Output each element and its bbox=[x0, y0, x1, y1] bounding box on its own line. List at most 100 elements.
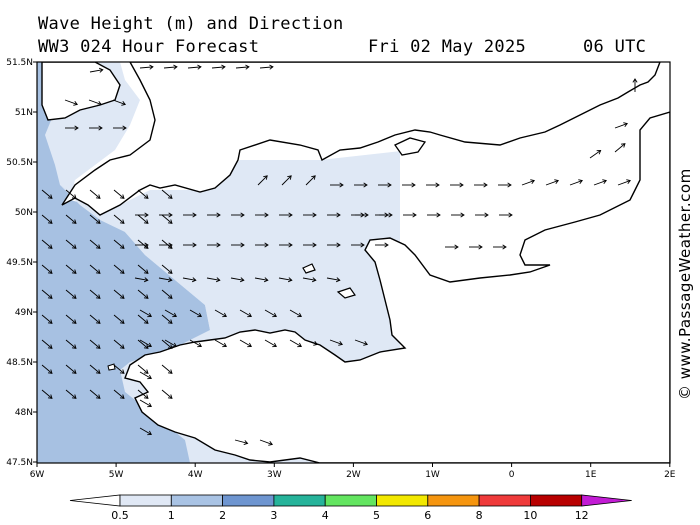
legend-label: 4 bbox=[322, 509, 329, 522]
legend-swatch bbox=[478, 494, 531, 507]
wave-arrow bbox=[451, 212, 465, 218]
legend-swatch bbox=[119, 494, 172, 507]
wave-arrow bbox=[207, 212, 221, 218]
wave-arrow bbox=[135, 212, 149, 218]
wave-arrow bbox=[41, 289, 53, 299]
wave-arrow bbox=[469, 244, 483, 250]
lat-label: 47.5N bbox=[6, 458, 33, 468]
wave-arrow bbox=[89, 364, 101, 374]
wave-arrow bbox=[164, 339, 177, 348]
wave-arrow bbox=[206, 277, 221, 283]
wave-arrow bbox=[89, 264, 101, 274]
wave-arrow bbox=[89, 314, 101, 324]
legend-swatch bbox=[222, 494, 275, 507]
wave-arrow bbox=[427, 212, 441, 218]
wave-arrow bbox=[139, 399, 152, 408]
wave-arrow bbox=[113, 289, 125, 299]
wave-arrow bbox=[89, 189, 101, 199]
wave-arrow bbox=[182, 277, 197, 283]
wave-arrow bbox=[189, 339, 202, 348]
forecast-model: WW3 024 Hour Forecast bbox=[38, 37, 260, 57]
wave-arrow bbox=[257, 175, 268, 186]
wave-arrow bbox=[89, 214, 101, 224]
wave-arrow bbox=[89, 389, 101, 399]
wave-arrow bbox=[593, 179, 608, 186]
wave-arrow bbox=[65, 389, 77, 399]
wave-arrow bbox=[189, 309, 202, 318]
lon-label: 5W bbox=[109, 470, 124, 480]
wave-arrow bbox=[161, 264, 173, 274]
wave-arrow bbox=[614, 122, 629, 129]
lat-label: 49.5N bbox=[6, 258, 33, 268]
wave-arrow bbox=[41, 364, 53, 374]
lat-label: 49N bbox=[15, 308, 33, 318]
lat-label: 48N bbox=[15, 408, 33, 418]
lat-label: 50.5N bbox=[6, 158, 33, 168]
wave-arrow bbox=[214, 339, 227, 348]
lon-label: 2E bbox=[664, 470, 676, 480]
wave-arrow bbox=[183, 242, 197, 248]
wave-zone-1m bbox=[37, 62, 210, 463]
wave-arrow bbox=[137, 339, 149, 349]
wave-arrow bbox=[113, 364, 125, 374]
wave-arrow bbox=[255, 242, 269, 248]
lat-label: 51N bbox=[15, 108, 33, 118]
wave-arrow bbox=[264, 309, 277, 318]
wave-arrow bbox=[279, 242, 293, 248]
wave-arrow bbox=[89, 289, 101, 299]
wave-arrow bbox=[254, 277, 269, 283]
wave-arrow bbox=[589, 150, 602, 159]
wave-arrow bbox=[41, 214, 53, 224]
wave-arrow bbox=[475, 212, 489, 218]
wave-arrow bbox=[545, 179, 560, 186]
wave-arrow bbox=[139, 339, 152, 348]
wave-arrow bbox=[137, 289, 149, 299]
wave-arrow bbox=[163, 64, 178, 70]
wave-arrow bbox=[211, 64, 226, 70]
lon-label: 1E bbox=[585, 470, 597, 480]
wave-arrow bbox=[139, 371, 152, 380]
wave-arrow bbox=[330, 182, 344, 188]
wave-arrow bbox=[159, 212, 173, 218]
wave-arrow bbox=[281, 175, 292, 186]
wave-arrow bbox=[234, 439, 249, 445]
wave-arrow bbox=[231, 212, 245, 218]
wave-arrow bbox=[89, 339, 101, 349]
lat-label: 50N bbox=[15, 208, 33, 218]
wave-arrow bbox=[569, 179, 584, 186]
wave-arrow bbox=[305, 175, 316, 186]
wave-arrow bbox=[303, 212, 317, 218]
wave-arrow bbox=[327, 242, 341, 248]
wave-arrow bbox=[402, 182, 416, 188]
wave-direction-arrows bbox=[41, 64, 638, 446]
wave-arrow bbox=[89, 239, 101, 249]
wave-arrow bbox=[137, 189, 149, 199]
wave-arrow bbox=[139, 427, 152, 436]
wave-arrow bbox=[161, 289, 173, 299]
wave-arrow bbox=[354, 339, 369, 346]
wave-arrow bbox=[41, 339, 53, 349]
wave-arrow bbox=[135, 242, 149, 248]
wave-arrow bbox=[259, 439, 274, 446]
wave-arrow bbox=[65, 364, 77, 374]
wave-arrow bbox=[239, 309, 252, 318]
wave-arrow bbox=[450, 182, 464, 188]
lon-label: 1W bbox=[425, 470, 440, 480]
legend-label: 5 bbox=[373, 509, 380, 522]
wave-arrow bbox=[113, 264, 125, 274]
wave-arrow bbox=[239, 339, 252, 348]
wave-arrow bbox=[41, 189, 53, 199]
wave-arrow bbox=[65, 264, 77, 274]
legend-label: 3 bbox=[270, 509, 277, 522]
legend-label: 12 bbox=[575, 509, 589, 522]
legend-label: 10 bbox=[523, 509, 537, 522]
forecast-time: 06 UTC bbox=[583, 37, 647, 57]
legend-swatch bbox=[273, 494, 326, 507]
wave-arrow bbox=[65, 314, 77, 324]
wave-arrow bbox=[279, 212, 293, 218]
wave-arrow bbox=[65, 339, 77, 349]
wave-arrow bbox=[289, 309, 302, 318]
wave-arrow bbox=[161, 339, 173, 349]
legend-swatch bbox=[170, 494, 224, 507]
